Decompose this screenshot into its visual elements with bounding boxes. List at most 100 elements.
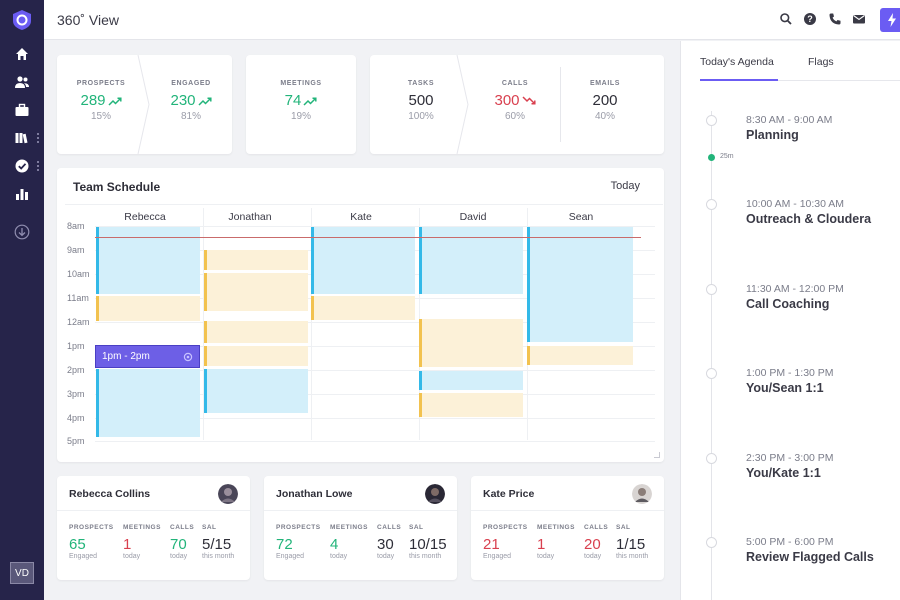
schedule-column-kate: Kate xyxy=(350,211,372,223)
person-name: Kate Price xyxy=(483,488,535,500)
calendar-event[interactable] xyxy=(419,371,523,390)
agenda-item-title[interactable]: Call Coaching xyxy=(746,297,830,311)
calendar-event[interactable] xyxy=(204,250,308,270)
person-card-jonathan-lowe[interactable]: Jonathan Lowe PROSPECTS 72 Engaged MEETI… xyxy=(264,476,457,580)
stat-meetings[interactable]: MEETINGS 74 19% xyxy=(266,80,336,122)
stat-emails-pct: 40% xyxy=(594,111,615,122)
stat-calls[interactable]: CALLS 300 60% xyxy=(485,80,545,122)
mail-icon[interactable] xyxy=(852,12,866,26)
divider xyxy=(65,204,663,205)
help-icon[interactable]: ? xyxy=(803,12,817,26)
check-circle-icon[interactable] xyxy=(14,158,30,174)
calendar-event[interactable] xyxy=(204,273,308,311)
stat-prospects-value: 289 xyxy=(80,92,106,109)
calendar-event[interactable] xyxy=(204,369,308,413)
calendar-event[interactable] xyxy=(96,369,200,437)
avatar xyxy=(632,484,652,504)
timeline-dot xyxy=(706,368,717,379)
hour-gridline xyxy=(95,346,655,347)
trend-up-icon xyxy=(197,96,212,106)
settings-icon[interactable] xyxy=(183,352,193,362)
calendar-event[interactable] xyxy=(419,393,523,417)
calendar-event[interactable] xyxy=(419,227,523,294)
user-avatar[interactable]: VD xyxy=(10,562,34,584)
person-card-kate-price[interactable]: Kate Price PROSPECTS 21 Engaged MEETINGS… xyxy=(471,476,664,580)
stat-emails-value: 200 xyxy=(592,92,618,109)
chevron-divider xyxy=(137,55,150,154)
avatar xyxy=(218,484,238,504)
calendar-event[interactable] xyxy=(527,227,633,342)
download-icon[interactable] xyxy=(14,224,30,240)
trend-up-icon xyxy=(107,96,122,106)
search-icon[interactable] xyxy=(779,12,793,26)
phone-icon[interactable] xyxy=(828,12,842,26)
stat-tasks-pct: 100% xyxy=(408,111,434,122)
person-stat-sal: SAL 10/15 this month xyxy=(409,524,447,560)
person-stat-calls: CALLS 30 today xyxy=(377,524,402,560)
avatar xyxy=(425,484,445,504)
library-icon[interactable] xyxy=(14,130,30,146)
calendar-event[interactable] xyxy=(527,346,633,365)
calendar-event[interactable] xyxy=(204,321,308,343)
logo-icon[interactable] xyxy=(11,9,33,31)
stat-prospects[interactable]: PROSPECTS 289 15% xyxy=(71,80,131,122)
bar-chart-icon[interactable] xyxy=(14,186,30,202)
more-options-icon[interactable] xyxy=(36,160,40,172)
person-stat-calls: CALLS 70 today xyxy=(170,524,195,560)
time-label: 3pm xyxy=(67,389,85,399)
time-label: 4pm xyxy=(67,413,85,423)
timeline-dot xyxy=(706,284,717,295)
briefcase-icon[interactable] xyxy=(14,102,30,118)
time-label: 2pm xyxy=(67,365,85,375)
agenda-item-time: 5:00 PM - 6:00 PM xyxy=(746,536,834,548)
tab-flags[interactable]: Flags xyxy=(808,56,834,68)
stat-meetings-value: 74 xyxy=(284,92,302,109)
calendar-event[interactable] xyxy=(204,346,308,366)
home-icon[interactable] xyxy=(14,46,30,62)
calendar-event[interactable] xyxy=(311,296,415,320)
hour-gridline xyxy=(95,370,655,371)
schedule-column-david: David xyxy=(459,211,487,223)
page-title: 360˚ View xyxy=(57,12,120,28)
divider xyxy=(264,510,457,511)
stat-emails[interactable]: EMAILS 200 40% xyxy=(575,80,635,122)
stat-engaged[interactable]: ENGAGED 230 81% xyxy=(161,80,221,122)
agenda-item-time: 2:30 PM - 3:00 PM xyxy=(746,452,834,464)
person-stat-prospects: PROSPECTS 72 Engaged xyxy=(276,524,321,560)
agenda-item-time: 1:00 PM - 1:30 PM xyxy=(746,367,834,379)
agenda-item-title[interactable]: Planning xyxy=(746,128,799,142)
divider xyxy=(311,208,312,440)
resize-handle-icon[interactable] xyxy=(654,452,660,458)
agenda-panel: Today's Agenda Flags 25m 8:30 AM - 9:00 … xyxy=(680,41,900,600)
time-label: 12am xyxy=(67,317,90,327)
stats-card-prospects-engaged: PROSPECTS 289 15% ENGAGED 230 81% xyxy=(57,55,232,154)
person-stat-prospects: PROSPECTS 65 Engaged xyxy=(69,524,114,560)
calendar-event[interactable] xyxy=(96,227,200,294)
person-stat-sal: SAL 1/15 this month xyxy=(616,524,649,560)
stat-tasks[interactable]: TASKS 500 100% xyxy=(391,80,451,122)
calendar-event[interactable] xyxy=(311,227,415,294)
people-icon[interactable] xyxy=(14,74,30,90)
stat-engaged-value: 230 xyxy=(170,92,196,109)
today-button[interactable]: Today xyxy=(610,180,640,192)
top-bar: 360˚ View ? xyxy=(44,0,900,40)
agenda-item-title[interactable]: Review Flagged Calls xyxy=(746,550,874,564)
schedule-column-rebecca: Rebecca xyxy=(124,211,166,223)
selected-time-slot[interactable]: 1pm - 2pm xyxy=(95,345,200,368)
person-card-rebecca-collins[interactable]: Rebecca Collins PROSPECTS 65 Engaged MEE… xyxy=(57,476,250,580)
calendar-event[interactable] xyxy=(96,296,200,321)
quick-action-button[interactable] xyxy=(880,8,900,32)
chevron-divider xyxy=(456,55,469,154)
time-label: 8am xyxy=(67,221,85,231)
schedule-column-sean: Sean xyxy=(568,211,594,223)
agenda-item-title[interactable]: Outreach & Cloudera xyxy=(746,212,872,226)
tab-todays-agenda[interactable]: Today's Agenda xyxy=(700,56,774,68)
more-options-icon[interactable] xyxy=(36,132,40,144)
timeline-dot xyxy=(706,115,717,126)
hour-gridline xyxy=(95,226,655,227)
timeline-track xyxy=(711,111,712,600)
agenda-item-title[interactable]: You/Kate 1:1 xyxy=(746,466,821,480)
agenda-item-title[interactable]: You/Sean 1:1 xyxy=(746,381,824,395)
time-label: 5pm xyxy=(67,436,85,446)
calendar-event[interactable] xyxy=(419,319,523,367)
